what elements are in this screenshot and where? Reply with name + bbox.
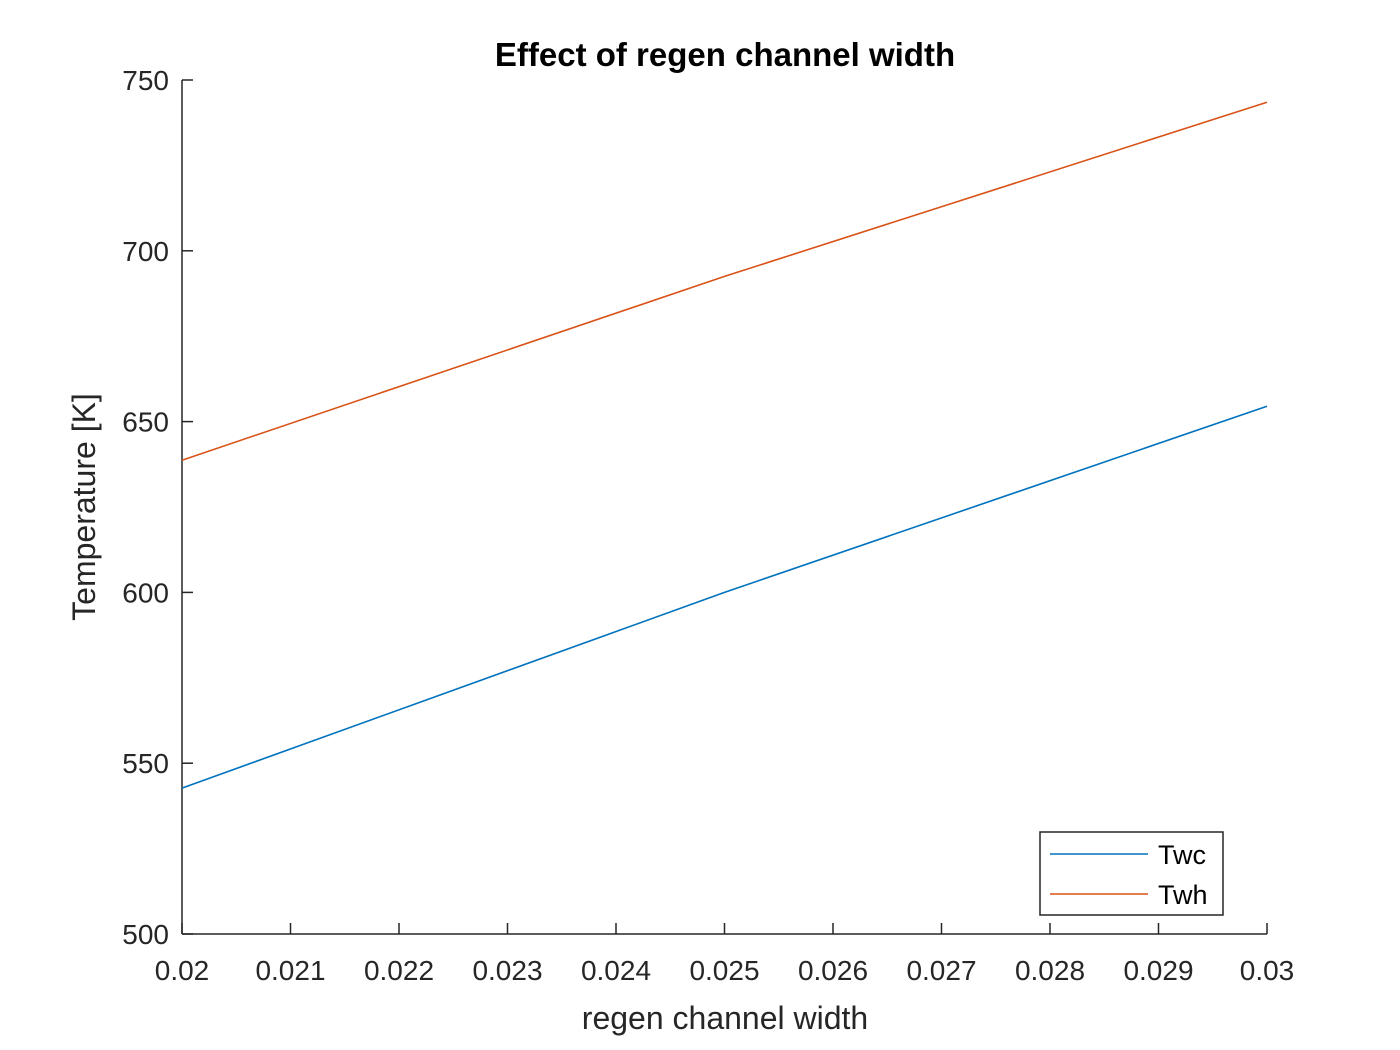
x-tick-label: 0.024 <box>581 955 651 986</box>
legend-box <box>1039 831 1224 916</box>
x-axis-label: regen channel width <box>582 1000 868 1036</box>
y-tick-label: 750 <box>122 65 169 96</box>
series-layer <box>181 101 1268 789</box>
y-tick-label: 500 <box>122 919 169 950</box>
legend-label-twc: Twc <box>1158 840 1206 870</box>
x-tick-label: 0.02 <box>155 955 210 986</box>
legend-label-twh: Twh <box>1158 880 1208 910</box>
x-tick-label: 0.03 <box>1240 955 1295 986</box>
legend: Twc Twh <box>1039 831 1224 916</box>
y-axis-ticks: 500 550 600 650 700 750 <box>122 65 193 950</box>
x-tick-label: 0.026 <box>798 955 868 986</box>
x-tick-label: 0.028 <box>1015 955 1085 986</box>
series-line-twc <box>181 405 1268 789</box>
y-tick-label: 600 <box>122 577 169 608</box>
x-axis-ticks: 0.02 0.021 0.022 0.023 0.024 0.025 0.026 0.027 0… <box>155 923 1295 986</box>
x-tick-label: 0.025 <box>689 955 759 986</box>
chart-title: Effect of regen channel width <box>495 36 955 73</box>
y-tick-label: 550 <box>122 748 169 779</box>
x-tick-label: 0.022 <box>364 955 434 986</box>
y-tick-label: 700 <box>122 236 169 267</box>
x-tick-label: 0.023 <box>472 955 542 986</box>
x-tick-label: 0.021 <box>255 955 325 986</box>
x-tick-label: 0.027 <box>906 955 976 986</box>
y-tick-label: 650 <box>122 407 169 438</box>
series-line-twh <box>181 101 1268 461</box>
x-tick-label: 0.029 <box>1123 955 1193 986</box>
y-axis-label: Temperature [K] <box>66 393 102 621</box>
